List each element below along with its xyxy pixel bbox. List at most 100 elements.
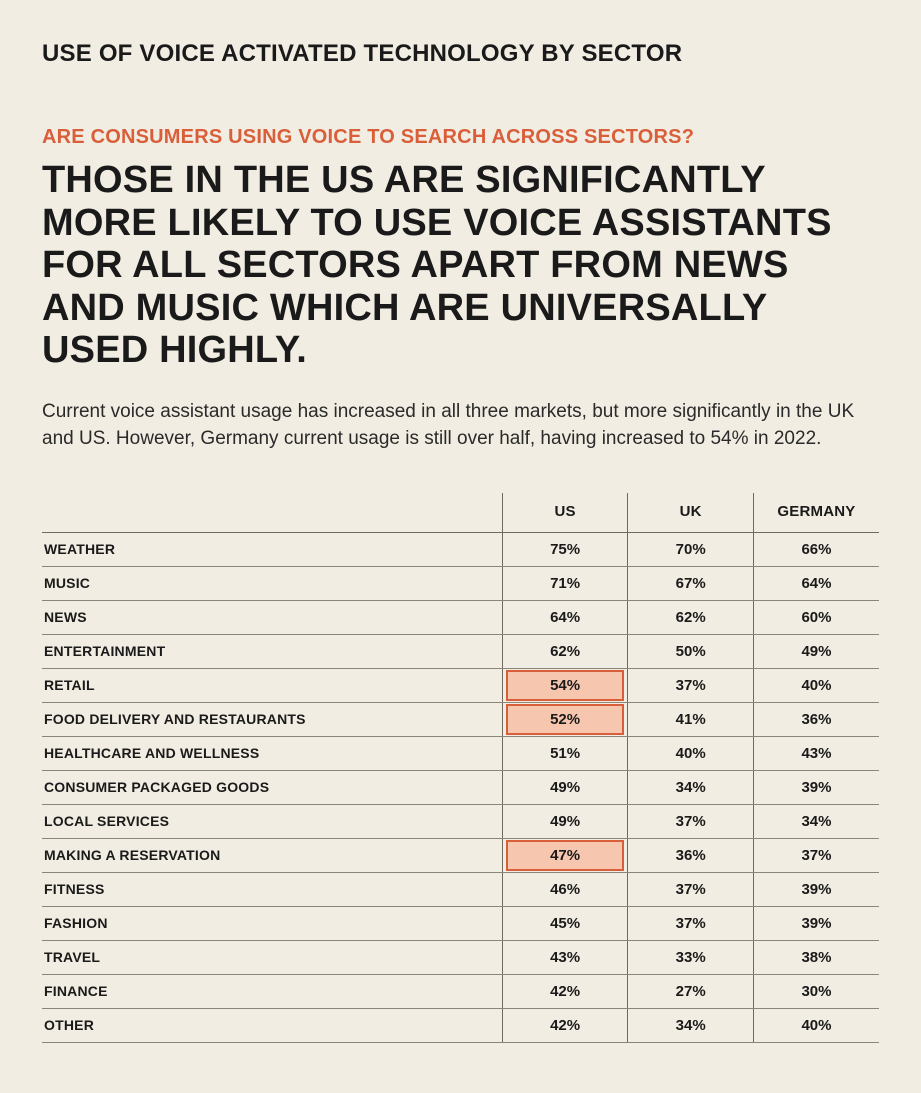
- table-row: RETAIL54% 37% 40%: [42, 668, 879, 702]
- value: 39%: [758, 875, 875, 904]
- data-cell: 51%: [502, 736, 628, 770]
- data-cell: 36%: [628, 838, 754, 872]
- data-cell: 64%: [502, 600, 628, 634]
- section-headline: THOSE IN THE US ARE SIGNIFICANTLY MORE L…: [42, 159, 862, 372]
- data-cell: 27%: [628, 974, 754, 1008]
- data-cell: 52%: [502, 702, 628, 736]
- data-cell: 43%: [753, 736, 879, 770]
- table-header-germany: GERMANY: [753, 493, 879, 533]
- row-label: CONSUMER PACKAGED GOODS: [42, 770, 502, 804]
- value: 37%: [632, 807, 749, 836]
- row-label: HEALTHCARE AND WELLNESS: [42, 736, 502, 770]
- value: 43%: [507, 943, 624, 972]
- data-cell: 41%: [628, 702, 754, 736]
- data-cell: 39%: [753, 906, 879, 940]
- section-body: Current voice assistant usage has increa…: [42, 398, 862, 453]
- data-cell: 62%: [628, 600, 754, 634]
- data-cell: 50%: [628, 634, 754, 668]
- value: 40%: [632, 739, 749, 768]
- row-label: MUSIC: [42, 566, 502, 600]
- data-cell: 30%: [753, 974, 879, 1008]
- row-label: OTHER: [42, 1008, 502, 1042]
- value: 39%: [758, 909, 875, 938]
- value: 40%: [758, 671, 875, 700]
- value: 64%: [507, 603, 624, 632]
- table-row: FINANCE42%27%30%: [42, 974, 879, 1008]
- row-label: NEWS: [42, 600, 502, 634]
- value: 34%: [632, 1011, 749, 1040]
- table-row: WEATHER75%70%66%: [42, 532, 879, 566]
- value: 45%: [507, 909, 624, 938]
- table-row: CONSUMER PACKAGED GOODS49%34% 39%: [42, 770, 879, 804]
- table-row: HEALTHCARE AND WELLNESS51%40% 43%: [42, 736, 879, 770]
- table-row: MAKING A RESERVATION47% 36%37%: [42, 838, 879, 872]
- value: 75%: [507, 535, 624, 564]
- value: 60%: [758, 603, 875, 632]
- value: 43%: [758, 739, 875, 768]
- value: 37%: [632, 671, 749, 700]
- value: 34%: [632, 773, 749, 802]
- value: 39%: [758, 773, 875, 802]
- highlighted-value: 52%: [507, 705, 624, 734]
- table-row: LOCAL SERVICES49%37%34%: [42, 804, 879, 838]
- data-cell: 43%: [502, 940, 628, 974]
- value: 62%: [632, 603, 749, 632]
- data-cell: 40%: [753, 668, 879, 702]
- data-cell: 37%: [628, 804, 754, 838]
- value: 33%: [632, 943, 749, 972]
- value: 37%: [632, 875, 749, 904]
- table-row: FASHION45% 37% 39%: [42, 906, 879, 940]
- data-cell: 34%: [628, 770, 754, 804]
- value: 49%: [507, 807, 624, 836]
- data-cell: 60%: [753, 600, 879, 634]
- value: 70%: [632, 535, 749, 564]
- table-header-blank: [42, 493, 502, 533]
- value: 50%: [632, 637, 749, 666]
- data-cell: 37%: [628, 668, 754, 702]
- row-label: MAKING A RESERVATION: [42, 838, 502, 872]
- data-cell: 47%: [502, 838, 628, 872]
- data-cell: 75%: [502, 532, 628, 566]
- section-subhead: ARE CONSUMERS USING VOICE TO SEARCH ACRO…: [42, 126, 879, 149]
- row-label: RETAIL: [42, 668, 502, 702]
- value: 49%: [758, 637, 875, 666]
- data-cell: 62%: [502, 634, 628, 668]
- data-cell: 49%: [502, 804, 628, 838]
- data-cell: 45%: [502, 906, 628, 940]
- page-title: USE OF VOICE ACTIVATED TECHNOLOGY BY SEC…: [42, 40, 879, 68]
- value: 42%: [507, 977, 624, 1006]
- data-cell: 33%: [628, 940, 754, 974]
- highlighted-value: 47%: [507, 841, 624, 870]
- data-cell: 34%: [628, 1008, 754, 1042]
- row-label: FINANCE: [42, 974, 502, 1008]
- row-label: ENTERTAINMENT: [42, 634, 502, 668]
- data-cell: 46%: [502, 872, 628, 906]
- value: 41%: [632, 705, 749, 734]
- data-cell: 37%: [628, 872, 754, 906]
- value: 71%: [507, 569, 624, 598]
- data-cell: 34%: [753, 804, 879, 838]
- row-label: TRAVEL: [42, 940, 502, 974]
- data-cell: 37%: [753, 838, 879, 872]
- value: 36%: [632, 841, 749, 870]
- data-cell: 49%: [502, 770, 628, 804]
- table-header-us: US: [502, 493, 628, 533]
- table-row: FOOD DELIVERY AND RESTAURANTS52%41%36%: [42, 702, 879, 736]
- data-cell: 36%: [753, 702, 879, 736]
- table-row: ENTERTAINMENT62%50% 49%: [42, 634, 879, 668]
- data-cell: 42%: [502, 1008, 628, 1042]
- data-cell: 64%: [753, 566, 879, 600]
- value: 38%: [758, 943, 875, 972]
- row-label: FASHION: [42, 906, 502, 940]
- highlighted-value: 54%: [507, 671, 624, 700]
- value: 36%: [758, 705, 875, 734]
- data-cell: 40%: [628, 736, 754, 770]
- table-row: FITNESS46%37%39%: [42, 872, 879, 906]
- data-cell: 49%: [753, 634, 879, 668]
- value: 40%: [758, 1011, 875, 1040]
- table-row: NEWS64% 62% 60%: [42, 600, 879, 634]
- value: 46%: [507, 875, 624, 904]
- data-cell: 70%: [628, 532, 754, 566]
- data-cell: 37%: [628, 906, 754, 940]
- value: 37%: [632, 909, 749, 938]
